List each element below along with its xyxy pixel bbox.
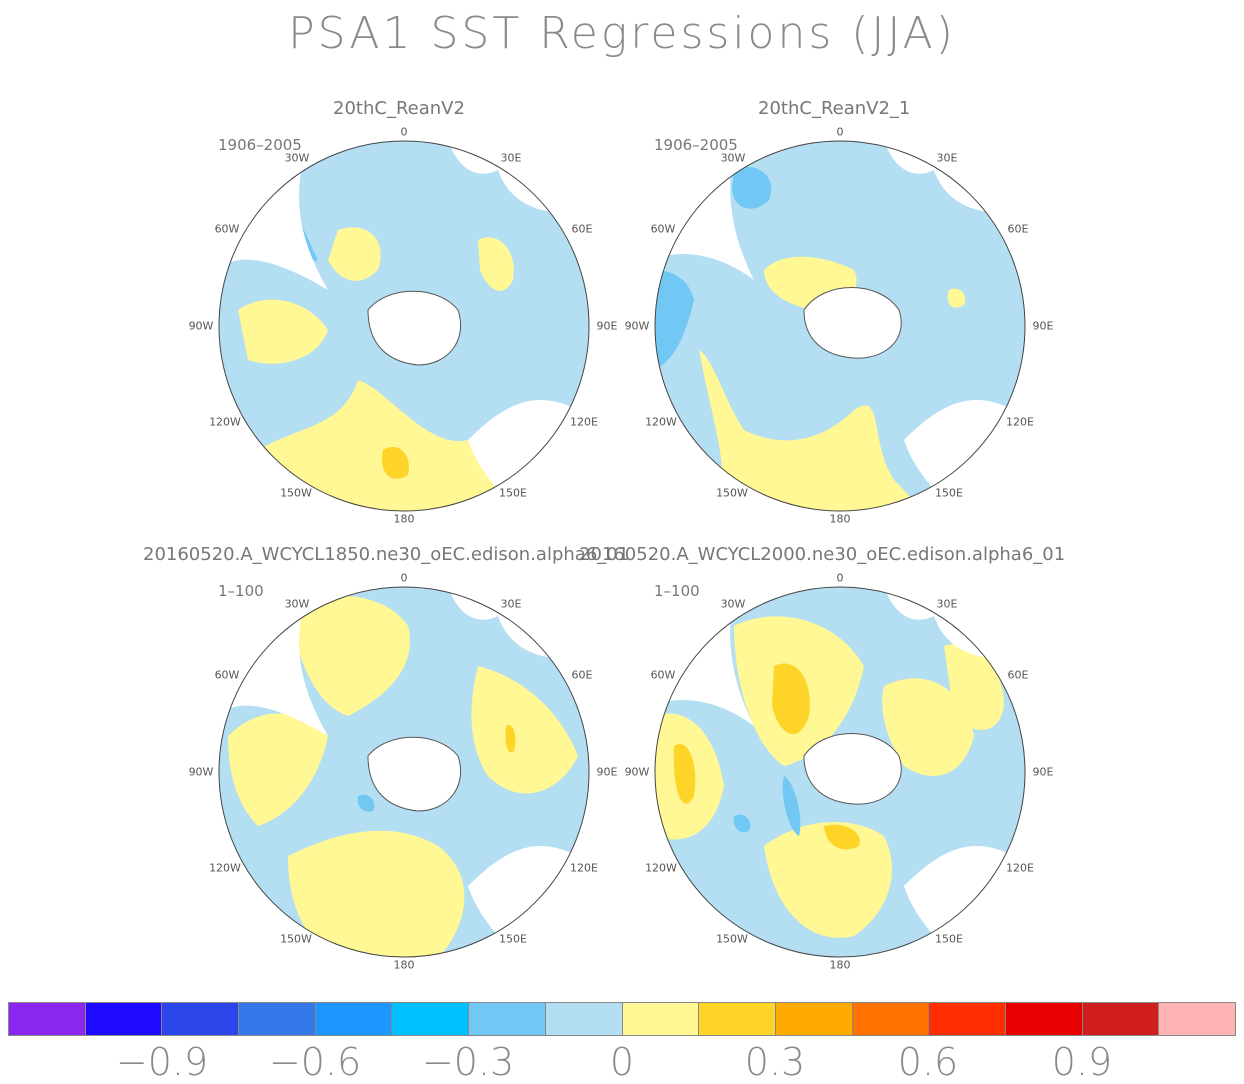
panel-title-2: 20thC_ReanV2_1 xyxy=(758,98,911,119)
panel-period-1: 1906–2005 xyxy=(218,136,302,154)
panel-title-4: 20160520.A_WCYCL2000.ne30_oEC.edison.alp… xyxy=(579,544,1066,565)
lon-label: 90E xyxy=(1032,765,1054,779)
colorbar-swatch xyxy=(852,1003,930,1035)
lon-label: 30E xyxy=(936,597,958,611)
lon-label: 120W xyxy=(645,861,677,875)
lon-label: 150W xyxy=(716,486,748,500)
lon-label: 150E xyxy=(935,486,963,500)
colorbar-tick: 0.9 xyxy=(1051,1040,1113,1084)
lon-label: 120W xyxy=(645,415,677,429)
lon-label: 150E xyxy=(935,932,963,946)
polar-map-2 xyxy=(654,140,1026,512)
lon-label: 60W xyxy=(650,668,676,682)
lon-label: 90E xyxy=(596,765,618,779)
colorbar-swatch xyxy=(1159,1003,1235,1035)
lon-label: 120E xyxy=(1006,415,1034,429)
lon-label: 60E xyxy=(571,222,593,236)
lon-label: 90W xyxy=(188,319,214,333)
lon-label: 120W xyxy=(209,861,241,875)
lon-label: 60E xyxy=(1007,668,1029,682)
colorbar-swatch xyxy=(1005,1003,1083,1035)
lon-label: 30W xyxy=(720,597,746,611)
colorbar-swatch xyxy=(239,1003,316,1035)
lon-label: 180 xyxy=(829,958,851,972)
polar-map-1 xyxy=(218,140,590,512)
panel-title-3: 20160520.A_WCYCL1850.ne30_oEC.edison.alp… xyxy=(143,544,630,565)
colorbar-tick: 0.6 xyxy=(897,1040,959,1084)
lon-label: 30W xyxy=(284,597,310,611)
colorbar-swatch xyxy=(9,1003,86,1035)
colorbar-tick: 0.3 xyxy=(744,1040,806,1084)
lon-label: 30E xyxy=(936,151,958,165)
lon-label: 180 xyxy=(393,512,415,526)
lon-label: 0 xyxy=(400,125,408,139)
lon-label: 30W xyxy=(720,151,746,165)
colorbar-swatch xyxy=(545,1003,623,1035)
colorbar-swatch xyxy=(85,1003,163,1035)
lon-label: 150E xyxy=(499,486,527,500)
polar-map-4 xyxy=(654,586,1026,958)
colorbar-swatch xyxy=(392,1003,470,1035)
lon-label: 90W xyxy=(624,319,650,333)
colorbar-tick: −0.3 xyxy=(421,1040,515,1084)
lon-label: 120E xyxy=(570,415,598,429)
lon-label: 30E xyxy=(500,597,522,611)
panel-title-1: 20thC_ReanV2 xyxy=(333,98,465,119)
lon-label: 60W xyxy=(214,222,240,236)
colorbar-tick: −0.9 xyxy=(115,1040,209,1084)
lon-label: 90E xyxy=(1032,319,1054,333)
lon-label: 0 xyxy=(836,571,844,585)
lon-label: 180 xyxy=(393,958,415,972)
panel-period-2: 1906–2005 xyxy=(654,136,738,154)
lon-label: 150W xyxy=(280,486,312,500)
figure-title: PSA1 SST Regressions (JJA) xyxy=(288,8,956,59)
lon-label: 180 xyxy=(829,512,851,526)
lon-label: 150E xyxy=(499,932,527,946)
lon-label: 120E xyxy=(1006,861,1034,875)
polar-map-3 xyxy=(218,586,590,958)
lon-label: 120W xyxy=(209,415,241,429)
lon-label: 90W xyxy=(624,765,650,779)
lon-label: 90E xyxy=(596,319,618,333)
colorbar-swatch xyxy=(929,1003,1006,1035)
colorbar-tick: −0.6 xyxy=(268,1040,362,1084)
lon-label: 60W xyxy=(650,222,676,236)
colorbar-swatch xyxy=(699,1003,776,1035)
lon-label: 30W xyxy=(284,151,310,165)
colorbar-tick: 0 xyxy=(609,1040,635,1084)
lon-label: 150W xyxy=(716,932,748,946)
lon-label: 30E xyxy=(500,151,522,165)
panel-period-3: 1–100 xyxy=(218,582,264,600)
colorbar-swatch xyxy=(315,1003,393,1035)
colorbar-swatch xyxy=(469,1003,546,1035)
lon-label: 60E xyxy=(571,668,593,682)
colorbar-swatch xyxy=(775,1003,853,1035)
lon-label: 90W xyxy=(188,765,214,779)
lon-label: 0 xyxy=(836,125,844,139)
lon-label: 120E xyxy=(570,861,598,875)
colorbar-swatch xyxy=(162,1003,240,1035)
colorbar-swatch xyxy=(1082,1003,1160,1035)
lon-label: 0 xyxy=(400,571,408,585)
lon-label: 60W xyxy=(214,668,240,682)
panel-period-4: 1–100 xyxy=(654,582,700,600)
colorbar-swatch xyxy=(622,1003,700,1035)
lon-label: 150W xyxy=(280,932,312,946)
colorbar xyxy=(8,1002,1236,1036)
lon-label: 60E xyxy=(1007,222,1029,236)
